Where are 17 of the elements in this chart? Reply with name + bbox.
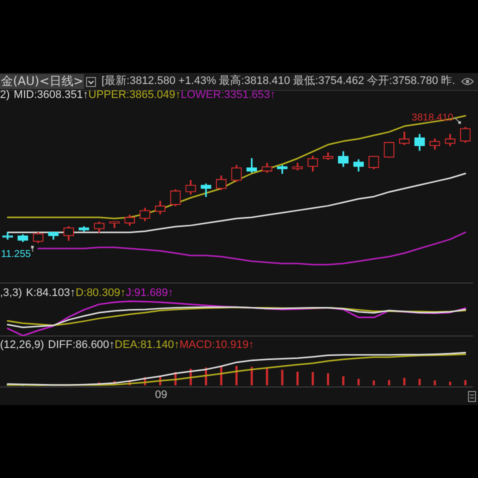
series-label: MACD:10.919↑: [180, 339, 254, 351]
series-label: J:91.689↑: [126, 287, 174, 299]
text: UPPER:3865.049↑: [88, 89, 181, 101]
legend-title: 2): [0, 89, 10, 101]
chart-subtitle: [最新:3812.580 +1.43% 最高:3818.410 最低:3754.462 今开:3758.780 昨.: [101, 74, 456, 89]
annotation: 3818.410: [412, 112, 454, 124]
text: DIFF:86.600↑: [48, 339, 115, 351]
legend-label: MID:3608.351↑: [14, 89, 88, 101]
annotation: 11.255: [1, 248, 32, 260]
series-label: D:80.309↑: [76, 287, 126, 299]
series-label: K:84.103↑: [26, 287, 76, 299]
chart-title: 金(AU)<日线>: [0, 74, 84, 89]
text: 09: [155, 389, 168, 402]
text: DEA:81.140↑: [114, 339, 180, 351]
text: LOWER:3351.653↑: [180, 89, 276, 101]
legend-title: ,3,3): [0, 287, 22, 299]
legend-title: (12,26,9): [0, 339, 44, 351]
